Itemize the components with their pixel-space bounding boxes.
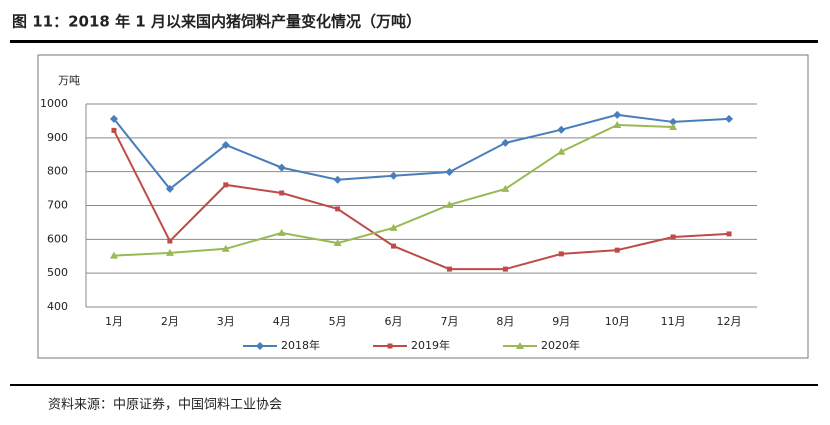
chart-frame [37,54,809,359]
marker [277,163,286,172]
marker [109,114,118,123]
y-unit-label: 万吨 [58,74,80,87]
marker [557,125,566,134]
marker [614,247,620,253]
marker [558,251,564,257]
legend-label: 2019年 [411,338,450,352]
y-tick-label: 700 [47,199,68,212]
marker [109,251,118,259]
x-tick-label: 1月 [105,315,123,328]
y-tick-label: 400 [47,300,68,313]
marker [445,168,454,177]
marker [557,147,566,155]
marker [445,200,454,208]
marker [502,266,508,272]
marker [221,244,230,252]
legend-label: 2020年 [541,338,580,352]
title-rule [10,40,818,43]
marker [501,184,510,192]
series-line [113,113,730,191]
legend-label: 2018年 [281,338,320,352]
x-tick-label: 4月 [273,315,291,328]
x-tick-label: 12月 [717,315,742,328]
marker [725,114,734,123]
marker [223,182,229,188]
marker [389,171,398,180]
marker [387,343,393,349]
y-tick-label: 900 [47,131,68,144]
x-tick-label: 2月 [161,315,179,328]
marker [165,248,174,256]
marker [670,234,676,240]
source-note: 资料来源：中原证券，中国饲料工业协会 [48,397,282,413]
x-tick-label: 6月 [385,315,403,328]
x-tick-label: 3月 [217,315,235,328]
marker [669,117,678,126]
marker [613,120,622,128]
y-tick-label: 1000 [40,97,68,110]
x-tick-label: 11月 [661,315,686,328]
y-tick-label: 500 [47,266,68,279]
marker [391,243,397,249]
marker [389,223,398,231]
series-line [113,123,674,257]
x-tick-label: 10月 [605,315,630,328]
marker [333,175,342,184]
y-tick-label: 600 [47,232,68,245]
marker [669,123,678,131]
marker [279,190,285,196]
x-tick-label: 8月 [496,315,514,328]
x-tick-label: 5月 [329,315,347,328]
marker [277,228,286,236]
marker [516,342,524,349]
x-tick-label: 7月 [440,315,458,328]
x-tick-label: 9月 [552,315,570,328]
figure-title: 图 11：2018 年 1 月以来国内猪饲料产量变化情况（万吨） [12,13,421,31]
marker [165,184,174,193]
marker [335,206,341,212]
marker [221,140,230,149]
marker [726,231,732,237]
marker [167,238,173,244]
y-tick-label: 800 [47,165,68,178]
marker [501,138,510,147]
marker [446,266,452,272]
marker [256,342,264,350]
marker [613,110,622,119]
marker [333,239,342,247]
source-rule [10,384,818,386]
marker [111,127,117,133]
series-line [113,129,730,271]
